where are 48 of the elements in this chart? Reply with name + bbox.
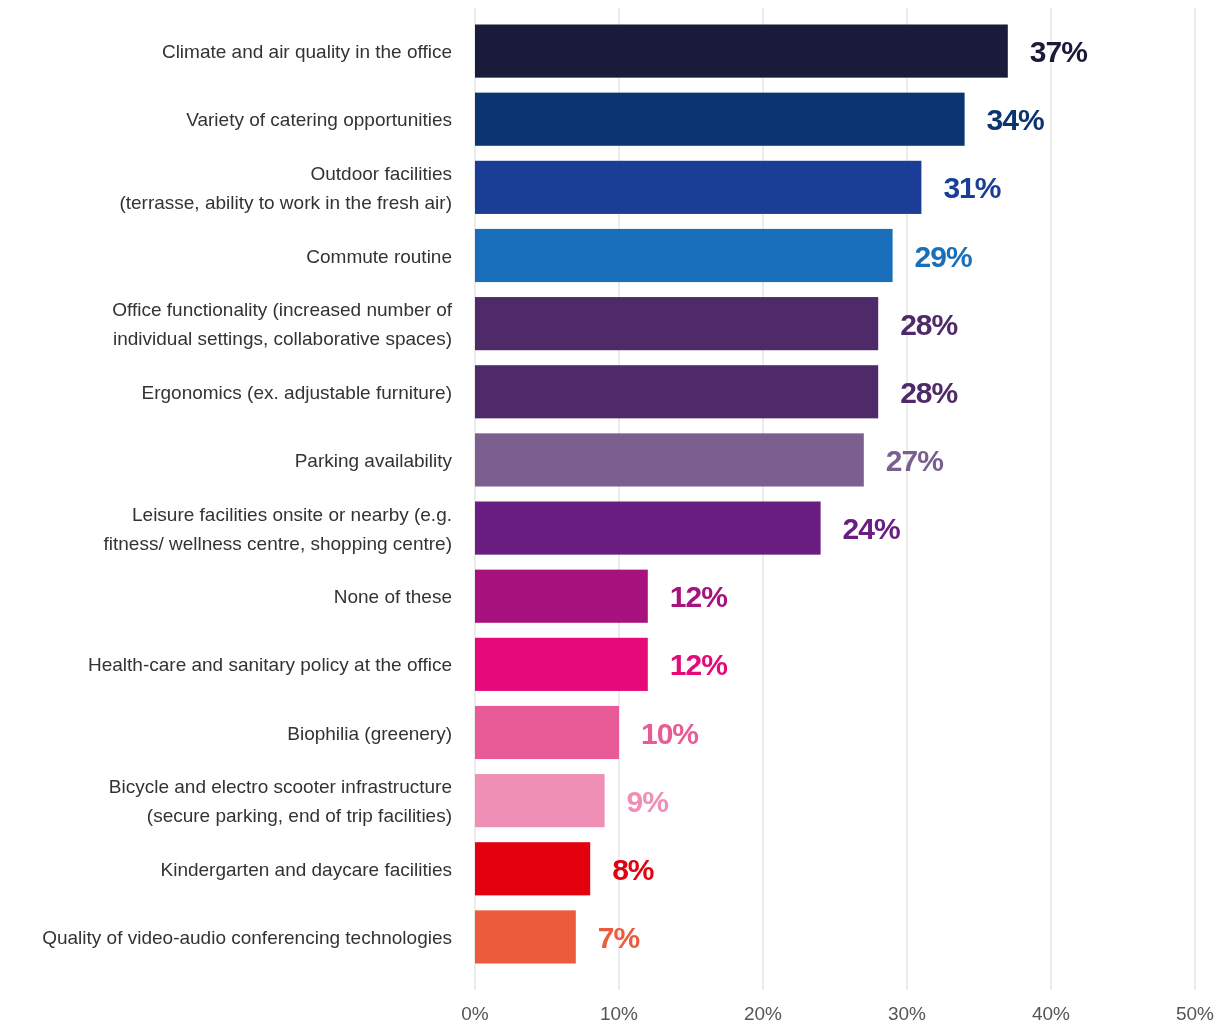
y-tick-label: Variety of catering opportunities	[186, 109, 452, 131]
bar	[475, 365, 879, 419]
y-tick-label: Kindergarten and daycare facilities	[160, 858, 452, 880]
bar	[475, 228, 893, 283]
y-tick-label: Ergonomics (ex. adjustable furniture)	[141, 381, 452, 403]
bar	[475, 637, 648, 691]
data-label: 8%	[612, 852, 654, 886]
data-label: 27%	[885, 443, 944, 477]
x-tick-label: 50%	[1175, 1003, 1215, 1024]
y-tick-label: Climate and air quality in the office	[161, 41, 452, 63]
data-label: 10%	[641, 716, 699, 750]
bar	[475, 705, 619, 760]
y-tick-label: Bicycle and electro scooter infrastructure (secure parking, end of trip facilities)	[108, 776, 452, 827]
data-label: 31%	[943, 171, 1001, 205]
bar	[475, 569, 648, 623]
x-tick-label: 40%	[1031, 1003, 1071, 1024]
bar	[475, 910, 576, 964]
bar	[475, 501, 821, 555]
x-tick-label: 30%	[887, 1003, 927, 1024]
data-label: 9%	[626, 784, 669, 818]
y-tick-label: Parking availability	[294, 449, 453, 471]
bar	[475, 160, 922, 214]
y-tick-label: Office functionality (increased number of individual settings, collaborative spaces)	[112, 299, 453, 350]
bar	[475, 433, 864, 487]
x-tick-label: 0%	[461, 1003, 489, 1024]
data-label: 34%	[986, 103, 1044, 137]
data-label: 7%	[597, 920, 640, 954]
data-label: 24%	[842, 512, 900, 546]
bar	[475, 24, 1008, 78]
bar	[475, 842, 591, 896]
data-label: 12%	[669, 648, 728, 682]
y-tick-label: Health-care and sanitary policy at the office	[87, 654, 452, 676]
y-tick-label: Outdoor facilities (terrasse, ability to work in the fresh air)	[119, 162, 452, 213]
bar	[475, 92, 965, 146]
y-tick-label: Commute routine	[306, 245, 452, 267]
y-tick-label: Biophilia (greenery)	[287, 722, 452, 744]
data-label: 29%	[914, 239, 972, 273]
data-label: 37%	[1029, 35, 1088, 69]
data-label: 12%	[669, 580, 728, 614]
y-tick-label: Quality of video-audio conferencing technologies	[42, 926, 452, 948]
y-tick-label: Leisure facilities onsite or nearby (e.g. fitness/ wellness centre, shopping centre)	[103, 503, 452, 554]
data-label: 28%	[900, 307, 958, 341]
x-tick-label: 20%	[743, 1003, 783, 1024]
x-tick-label: 10%	[599, 1003, 639, 1024]
bar	[475, 297, 879, 351]
data-label: 28%	[900, 375, 958, 409]
bar	[475, 774, 605, 828]
y-tick-label: None of these	[333, 586, 452, 608]
